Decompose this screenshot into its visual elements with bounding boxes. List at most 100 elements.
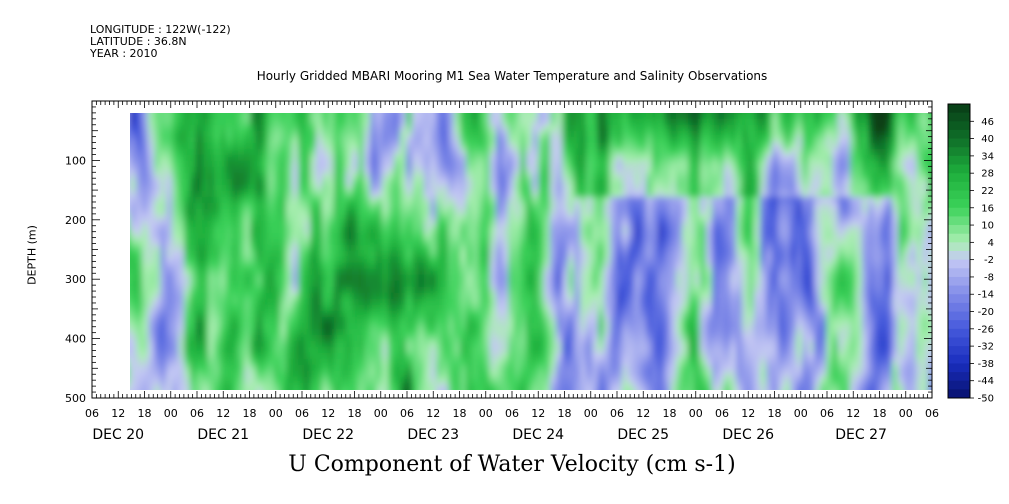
heatmap-cell <box>358 364 365 372</box>
heatmap-cell <box>598 232 605 240</box>
heatmap-cell <box>184 214 191 222</box>
heatmap-cell <box>340 388 347 390</box>
heatmap-cell <box>406 280 413 288</box>
heatmap-cell <box>238 370 245 378</box>
heatmap-cell <box>448 232 455 240</box>
heatmap-cell <box>502 280 509 288</box>
heatmap-cell <box>682 304 689 312</box>
heatmap-cell <box>622 352 629 360</box>
heatmap-cell <box>508 370 515 378</box>
heatmap-cell <box>454 304 461 312</box>
heatmap-cell <box>328 214 335 222</box>
heatmap-cell <box>232 401 239 408</box>
heatmap-cell <box>592 220 599 228</box>
heatmap-cell <box>250 268 257 276</box>
heatmap-cell <box>664 148 671 156</box>
heatmap-cell <box>292 358 299 366</box>
heatmap-cell <box>676 334 683 342</box>
heatmap-cell <box>238 322 245 330</box>
heatmap-cell <box>358 322 365 330</box>
heatmap-cell <box>202 196 209 204</box>
heatmap-cell <box>142 190 149 198</box>
heatmap-cell <box>640 334 647 342</box>
heatmap-cell <box>298 136 305 144</box>
heatmap-cell <box>484 256 491 264</box>
heatmap-cell <box>508 118 515 126</box>
heatmap-cell <box>442 262 449 270</box>
heatmap-cell <box>238 316 245 324</box>
heatmap-cell <box>214 214 221 222</box>
heatmap-cell <box>646 172 653 180</box>
heatmap-cell <box>454 322 461 330</box>
heatmap-cell <box>274 316 281 324</box>
heatmap-cell <box>292 226 299 234</box>
heatmap-cell <box>280 310 287 318</box>
heatmap-cell <box>676 244 683 252</box>
heatmap-cell <box>688 298 695 306</box>
heatmap-cell <box>700 172 707 180</box>
heatmap-cell <box>502 226 509 234</box>
heatmap-cell <box>190 190 197 198</box>
heatmap-cell <box>430 190 437 198</box>
heatmap-cell <box>328 304 335 312</box>
heatmap-cell <box>652 364 659 372</box>
heatmap-cell <box>340 184 347 192</box>
heatmap-cell <box>382 238 389 246</box>
heatmap-cell <box>364 280 371 288</box>
heatmap-cell <box>580 148 587 156</box>
heatmap-cell <box>304 226 311 234</box>
heatmap-cell <box>658 340 665 348</box>
heatmap-cell <box>424 298 431 306</box>
heatmap-cell <box>334 178 341 186</box>
heatmap-cell <box>286 352 293 360</box>
heatmap-cell <box>700 136 707 144</box>
heatmap-cell <box>454 226 461 234</box>
heatmap-cell <box>394 382 401 390</box>
heatmap-cell <box>352 388 359 390</box>
heatmap-cell <box>550 166 557 174</box>
heatmap-cell <box>160 160 167 168</box>
heatmap-cell <box>202 388 209 390</box>
heatmap-cell <box>160 328 167 336</box>
heatmap-cell <box>574 118 581 126</box>
heatmap-cell <box>394 352 401 360</box>
heatmap-cell <box>526 220 533 228</box>
heatmap-cell <box>448 364 455 372</box>
heatmap-cell <box>376 226 383 234</box>
heatmap-cell <box>526 286 533 294</box>
heatmap-cell <box>214 196 221 204</box>
heatmap-cell <box>418 118 425 126</box>
heatmap-cell <box>136 166 143 174</box>
heatmap-cell <box>388 130 395 138</box>
heatmap-cell <box>526 346 533 354</box>
heatmap-cell <box>616 346 623 354</box>
heatmap-cell <box>148 220 155 228</box>
heatmap-cell <box>508 238 515 246</box>
heatmap-cell <box>262 148 269 156</box>
heatmap-cell <box>376 328 383 336</box>
heatmap-cell <box>256 340 263 348</box>
heatmap-cell <box>352 382 359 390</box>
heatmap-cell <box>538 292 545 300</box>
heatmap-cell <box>568 118 575 126</box>
heatmap-cell <box>412 286 419 294</box>
heatmap-cell <box>160 388 167 390</box>
heatmap-cell <box>568 202 575 210</box>
heatmap-cell <box>550 196 557 204</box>
heatmap-cell <box>358 208 365 216</box>
heatmap-cell <box>340 328 347 336</box>
heatmap-cell <box>340 340 347 348</box>
heatmap-cell <box>646 280 653 288</box>
heatmap-cell <box>352 196 359 204</box>
heatmap-cell <box>652 352 659 360</box>
heatmap-cell <box>490 292 497 300</box>
heatmap-cell <box>598 142 605 150</box>
heatmap-cell <box>376 250 383 258</box>
heatmap-cell <box>142 244 149 252</box>
heatmap-cell <box>220 334 227 342</box>
heatmap-cell <box>514 136 521 144</box>
heatmap-cell <box>178 298 185 306</box>
heatmap-cell <box>142 274 149 282</box>
heatmap-cell <box>472 262 479 270</box>
heatmap-cell <box>280 184 287 192</box>
